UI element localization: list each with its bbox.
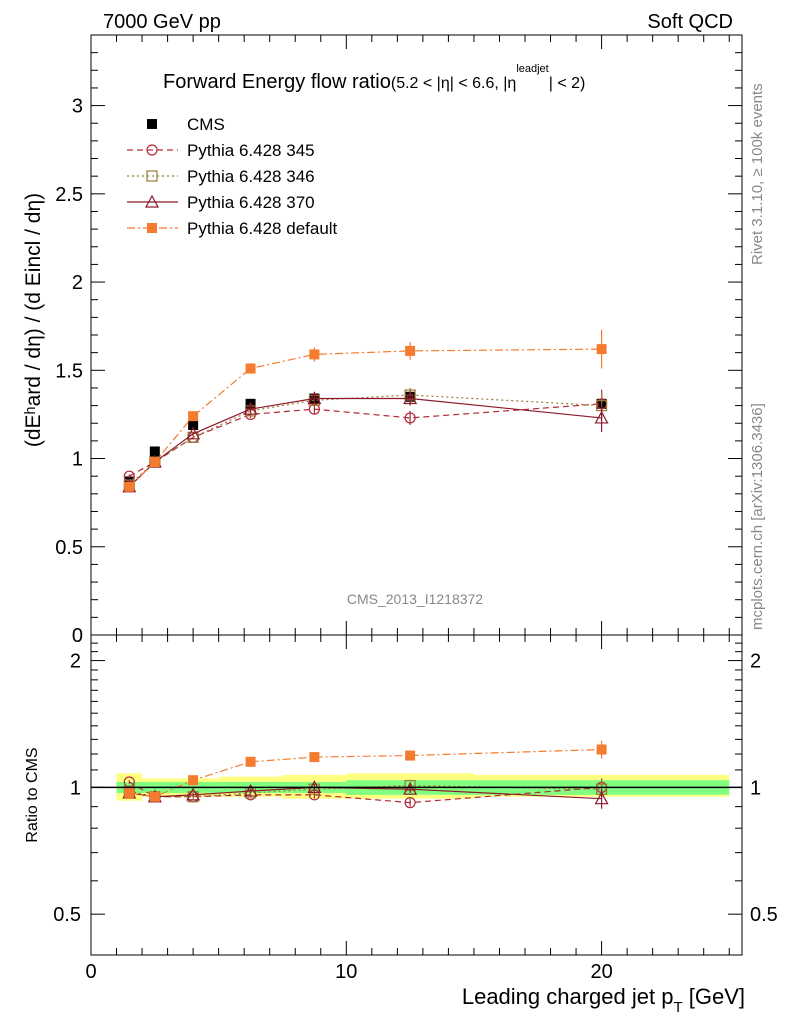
legend: CMS Pythia 6.428 345 Pythia 6.428 346 Pythi… bbox=[127, 115, 338, 238]
ratio-ytick-label-right: 1 bbox=[750, 777, 761, 799]
ratio-ytick-label-right: 0.5 bbox=[750, 904, 778, 926]
main-series-3-point bbox=[403, 391, 418, 405]
ratio-ytick-label: 1 bbox=[70, 777, 81, 799]
legend-label-2: Pythia 6.428 346 bbox=[187, 167, 315, 186]
main-series-3-point bbox=[594, 410, 609, 424]
main-series-3-point bbox=[186, 426, 201, 440]
ratio-series-2-point bbox=[243, 783, 258, 797]
x-axis-label-sub: T bbox=[673, 999, 682, 1016]
main-ylabel: (dEʰard / dη) / (d Eincl / dη) bbox=[22, 193, 45, 447]
main-ytick-label: 2.5 bbox=[55, 184, 83, 206]
main-series-4-point bbox=[245, 363, 256, 374]
x-tick-label: 10 bbox=[335, 961, 357, 983]
main-title-sub: (5.2 < |η| < 6.6, |η bbox=[391, 75, 516, 92]
rivet-label: Rivet 3.1.10, ≥ 100k events bbox=[749, 83, 766, 265]
main-series-1-point bbox=[404, 412, 416, 424]
legend-label-3: Pythia 6.428 370 bbox=[187, 193, 315, 212]
ratio-ylabel: Ratio to CMS bbox=[24, 747, 41, 842]
ratio-series-2-point bbox=[403, 781, 418, 795]
main-series-4-point bbox=[124, 481, 135, 492]
main-ytick-label: 0 bbox=[72, 625, 83, 647]
legend-marker-3 bbox=[144, 194, 160, 208]
main-axes: 0 0.5 1 1.5 2 2.5 3 bbox=[55, 35, 742, 647]
ratio-ytick-label: 0.5 bbox=[53, 904, 81, 926]
x-axis-label-end: [GeV] bbox=[683, 984, 745, 1009]
main-series-layer bbox=[122, 329, 609, 493]
ratio-series-0-point bbox=[404, 797, 416, 809]
legend-marker-0 bbox=[147, 119, 157, 129]
legend-label-0: CMS bbox=[187, 115, 225, 134]
ratio-series-3-point bbox=[309, 752, 320, 763]
main-series-3-line bbox=[128, 397, 602, 488]
ratio-series-3-point bbox=[245, 756, 256, 767]
x-tick-label: 20 bbox=[590, 961, 612, 983]
ratio-series-3-point bbox=[596, 744, 607, 755]
ratio-series-3-point bbox=[149, 791, 160, 802]
ratio-series-3-point bbox=[188, 775, 199, 786]
legend-marker-2 bbox=[146, 170, 158, 182]
x-axis-label-text: Leading charged jet p bbox=[462, 984, 674, 1009]
ratio-ytick-label: 2 bbox=[70, 651, 81, 673]
analysis-watermark: CMS_2013_I1218372 bbox=[347, 591, 483, 607]
legend-marker-1 bbox=[146, 144, 158, 156]
main-ytick-label: 1 bbox=[72, 449, 83, 471]
ratio-series-3-point bbox=[405, 750, 416, 761]
ratio-series-3-point bbox=[124, 787, 135, 798]
main-title-text: Forward Energy flow ratio bbox=[163, 71, 391, 93]
main-series-0-point bbox=[188, 420, 199, 430]
main-series-1-line bbox=[129, 403, 602, 477]
main-title-sup: leadjet bbox=[516, 63, 548, 75]
mcplots-label: mcplots.cern.ch [arXiv:1306.3436] bbox=[749, 403, 766, 630]
main-title: Forward Energy flow ratio(5.2 < |η| < 6.… bbox=[163, 63, 585, 93]
ratio-series-2-point bbox=[594, 791, 609, 805]
x-tick-label: 0 bbox=[85, 961, 96, 983]
main-series-2-line bbox=[128, 394, 602, 486]
main-series-4-point bbox=[188, 411, 199, 422]
main-series-3-point bbox=[243, 401, 258, 415]
legend-label-4: Pythia 6.428 default bbox=[187, 219, 338, 238]
main-ytick-label: 2 bbox=[72, 272, 83, 294]
main-series-4-point bbox=[149, 457, 160, 468]
main-ytick-label: 1.5 bbox=[55, 360, 83, 382]
x-axis-label: Leading charged jet pT [GeV] bbox=[462, 984, 745, 1016]
header-left: 7000 GeV pp bbox=[103, 11, 221, 33]
ratio-ytick-label-right: 2 bbox=[750, 651, 761, 673]
header-right: Soft QCD bbox=[647, 11, 733, 33]
main-series-0-point bbox=[149, 446, 160, 457]
main-series-4-point bbox=[596, 344, 607, 355]
ratio-axes: 0.5 0.51 12 20 10 20 bbox=[53, 635, 778, 983]
main-ytick-label: 0.5 bbox=[55, 537, 83, 559]
legend-marker-4 bbox=[147, 223, 157, 233]
main-series-4-line bbox=[128, 348, 602, 488]
main-series-4-point bbox=[405, 345, 416, 356]
main-ytick-label: 3 bbox=[72, 96, 83, 118]
main-series-4-point bbox=[309, 349, 320, 360]
ratio-series-2-point bbox=[186, 787, 201, 801]
main-title-end: | < 2) bbox=[549, 75, 586, 92]
legend-label-1: Pythia 6.428 345 bbox=[187, 141, 315, 160]
main-series-3-point bbox=[307, 391, 322, 405]
ratio-plot-frame bbox=[90, 634, 743, 956]
